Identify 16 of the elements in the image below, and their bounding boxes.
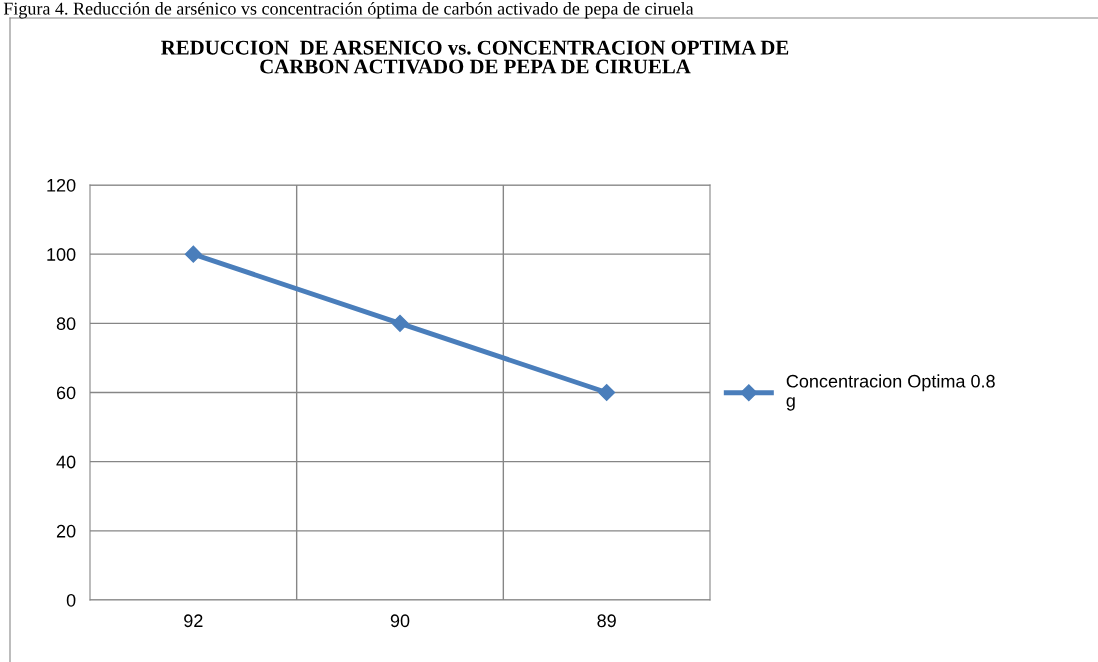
point bbox=[391, 314, 409, 332]
y-tick-label: 40 bbox=[56, 455, 76, 469]
y-tick-label: 100 bbox=[47, 248, 76, 261]
point bbox=[184, 245, 202, 263]
y-tick-label: 60 bbox=[56, 386, 76, 400]
x-tick-label: 89 bbox=[597, 614, 616, 628]
y-tick-label: 120 bbox=[47, 178, 76, 192]
y-tick-label: 80 bbox=[56, 317, 76, 331]
legend-label: Concentracion Optima 0.8 g bbox=[786, 374, 995, 411]
x-tick-label: 90 bbox=[390, 614, 410, 628]
chart-title: REDUCCION DE ARSENICO vs. CONCENTRACION OPTIMA DE CARBON ACTIVADO DE PEPA DE CIRUELA bbox=[161, 40, 789, 74]
text: Figura 4. Reducción de arsénico vs concentración óptima de carbón activado de pepa de ciruela bbox=[3, 2, 694, 19]
y-tick-label: 0 bbox=[66, 593, 76, 607]
point bbox=[598, 383, 616, 402]
y-tick-label: 20 bbox=[56, 524, 76, 538]
x-tick-label: 92 bbox=[184, 614, 203, 628]
